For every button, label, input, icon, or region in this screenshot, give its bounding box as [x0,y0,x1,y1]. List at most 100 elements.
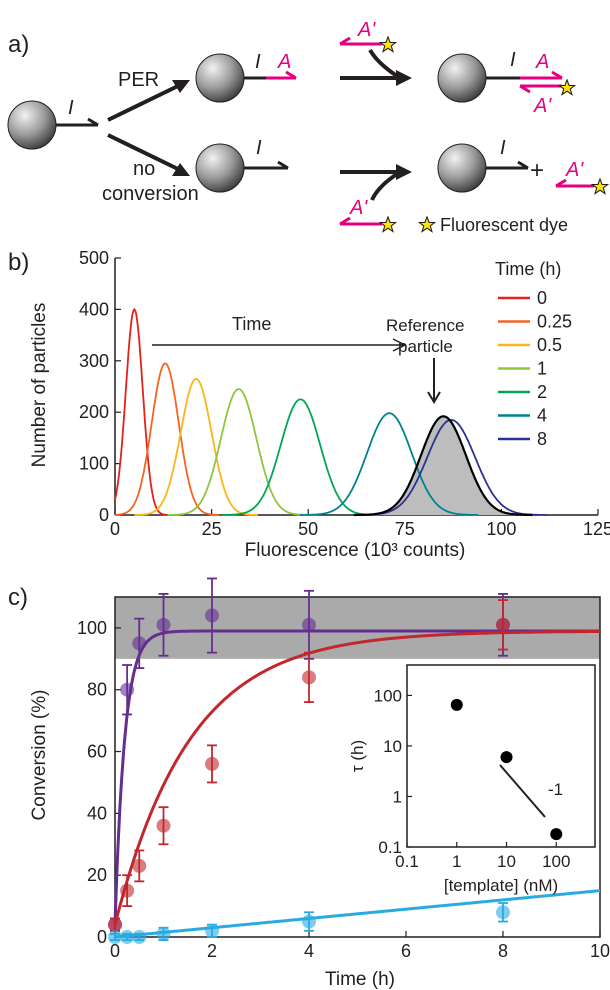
chart-b-x-tick-label: 125 [583,519,610,539]
chart-b-legend: 0 0.25 0.5 1 2 4 8 [498,288,572,449]
reference-label-1: Reference [386,316,464,335]
chart-b-x-tick-label: 25 [202,519,222,539]
bead-hybridized [437,53,487,103]
star-icon [558,79,576,96]
data-point-2 [205,923,219,938]
inset-y-tick-label: 100 [374,686,402,705]
chart-b-y-tick-label: 300 [79,351,109,371]
reference-fill-area [353,416,534,515]
chart-b-ylabel: Number of particles [29,303,50,468]
data-point-1 [496,617,510,632]
chart-c-x-tick-label: 8 [498,941,508,961]
unconverted-strand-i: I [256,137,262,159]
chart-c-xlabel: Time (h) [325,969,395,990]
legend-label-6: 8 [537,429,547,449]
chart-c-y-tick-label: 20 [87,865,107,885]
chart-c-inset: 0.1 1 10 100 0.1 1 10 100 -1 [template] (nM) τ (h) [348,664,596,895]
hyb-strand-i: I [510,49,516,71]
legend-title: Time (h) [495,259,561,279]
data-point-0 [120,682,135,697]
reference-label-2: particle [398,337,453,356]
inset-y-tick-label: 10 [383,737,402,756]
legend-label-4: 2 [537,382,547,402]
free-complement-top: A' [357,19,376,41]
panel-b: b) 0 25 50 75 100 125 0 100 200 300 400 500 0 0.25 0.… [8,248,610,561]
chart-c-y-tick-label: 60 [87,742,107,762]
legend-label-5: 4 [537,406,547,426]
data-point-2 [132,930,147,944]
panel-c-label: c) [8,584,28,611]
histogram-series-0 [114,307,169,516]
data-point-1 [132,858,147,873]
chart-b-reference-fill [353,416,534,515]
inset-frame [406,664,596,848]
chart-c-y-tick-label: 0 [97,927,107,947]
chart-b-y-tick-label: 0 [99,505,109,525]
unchanged-strand-i: I [500,137,506,159]
legend-label-1: 0.25 [537,312,572,332]
inset-y-tick-label: 0.1 [378,838,402,857]
data-point-0 [205,608,219,623]
free-complement-bottom: A' [349,197,368,219]
inset-point [550,828,563,841]
chart-b-axes: 0 25 50 75 100 125 0 100 200 300 400 500 [79,248,610,539]
data-point-2 [302,914,316,929]
star-icon [418,216,436,233]
path-conversion-label: conversion [102,183,199,205]
chart-c-y-tick-label: 80 [87,680,107,700]
chart-c-frame [114,596,601,938]
fit-line-1 [113,630,600,925]
inset-xlabel: [template] (nM) [444,876,558,895]
data-point-1 [205,756,219,771]
fit-line-2 [114,889,601,939]
chart-c-y-tick-label: 40 [87,803,107,823]
path-per-label: PER [118,69,159,91]
inset-x-tick-label: 0.1 [395,852,419,871]
star-icon [379,216,397,233]
chart-b-x-tick-label: 0 [110,519,120,539]
data-point-1 [120,883,135,898]
star-icon [379,36,397,53]
inset-x-tick-label: 10 [497,852,516,871]
inset-ylabel: τ (h) [348,740,367,772]
chart-c-ylabel: Conversion (%) [29,690,50,821]
chart-b-x-tick-label: 50 [298,519,318,539]
chart-c-x-tick-label: 10 [590,941,610,961]
data-point-0 [156,617,171,632]
chart-c-series [108,577,601,944]
bead-per-strand-i: I [255,51,261,73]
hyb-strand-complement: A' [533,95,552,117]
chart-b-y-tick-label: 100 [79,454,109,474]
legend-label-3: 1 [537,359,547,379]
data-point-1 [302,670,316,685]
data-point-1 [156,818,171,833]
data-point-1 [108,917,122,932]
data-point-0 [132,636,147,651]
histogram-series-1 [115,362,220,516]
slope-line [499,764,546,818]
hyb-strand-a: A [535,51,549,73]
bead-per-strand-a: A [277,51,291,73]
inset-point [500,751,513,764]
data-point-2 [496,905,510,920]
legend-label-0: 0 [537,288,547,308]
chart-b-series [114,307,547,517]
bead-per [195,53,245,103]
panel-b-label: b) [8,249,29,276]
bead-unconverted [195,143,245,193]
chart-b-x-tick-label: 100 [486,519,516,539]
chart-c-x-tick-label: 2 [207,941,217,961]
time-arrow-label: Time [232,314,271,334]
panel-a: a) I PER no conversion I A A' [7,19,609,235]
data-point-2 [156,926,171,941]
histogram-series-2 [134,377,259,516]
inset-x-tick-label: 1 [452,852,461,871]
chart-c-x-tick-label: 4 [304,941,314,961]
histogram-series-4 [221,398,380,516]
histogram-reference [353,415,533,517]
strand-initial-label: I [68,97,74,119]
histogram-series-6 [355,418,547,516]
